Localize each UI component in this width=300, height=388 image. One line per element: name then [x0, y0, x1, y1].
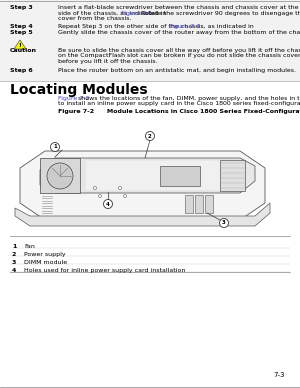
- Circle shape: [220, 218, 229, 227]
- Text: DIMM module: DIMM module: [24, 260, 67, 265]
- Text: Step 4: Step 4: [10, 24, 33, 29]
- Text: Figure 7-2: Figure 7-2: [58, 96, 89, 101]
- Polygon shape: [40, 158, 80, 193]
- Text: Gently slide the chassis cover of the router away from the bottom of the chassis: Gently slide the chassis cover of the ro…: [58, 30, 300, 35]
- Text: Place the router bottom on an antistatic mat, and begin installing modules.: Place the router bottom on an antistatic…: [58, 68, 296, 73]
- Text: !: !: [19, 43, 21, 48]
- Text: on the CompactFlash slot can be broken if you do not slide the chassis cover all: on the CompactFlash slot can be broken i…: [58, 54, 300, 59]
- Circle shape: [146, 132, 154, 140]
- Circle shape: [118, 187, 122, 189]
- Polygon shape: [40, 158, 255, 193]
- Circle shape: [103, 199, 112, 208]
- Polygon shape: [20, 151, 265, 220]
- Text: 3: 3: [12, 260, 16, 265]
- Text: 1: 1: [12, 244, 16, 249]
- Text: 7-3: 7-3: [274, 372, 285, 378]
- Text: Figure 7-1.: Figure 7-1.: [169, 24, 202, 29]
- Polygon shape: [15, 203, 270, 226]
- Text: cover from the chassis.: cover from the chassis.: [58, 16, 131, 21]
- Polygon shape: [14, 40, 26, 49]
- Text: Step 6: Step 6: [10, 68, 33, 73]
- Text: Power supply: Power supply: [24, 252, 66, 257]
- Text: Figure 7-2      Module Locations in Cisco 1800 Series Fixed-Configuration Router: Figure 7-2 Module Locations in Cisco 180…: [58, 109, 300, 114]
- Polygon shape: [195, 195, 203, 213]
- Text: Fan: Fan: [24, 244, 35, 249]
- Text: 4: 4: [12, 268, 16, 273]
- Text: Step 3: Step 3: [10, 5, 33, 10]
- Circle shape: [50, 142, 59, 151]
- Text: 1: 1: [53, 144, 57, 149]
- Text: Caution: Caution: [10, 48, 37, 53]
- Text: shows the locations of the fan, DIMM, power supply, and the holes in the system : shows the locations of the fan, DIMM, po…: [76, 96, 300, 101]
- Text: Repeat Step 3 on the other side of the chassis, as indicated in: Repeat Step 3 on the other side of the c…: [58, 24, 256, 29]
- Text: 2: 2: [12, 252, 16, 257]
- FancyBboxPatch shape: [0, 0, 300, 81]
- Circle shape: [94, 187, 97, 189]
- Circle shape: [98, 194, 101, 197]
- Circle shape: [124, 194, 127, 197]
- Polygon shape: [185, 195, 193, 213]
- Text: Be sure to slide the chassis cover all the way off before you lift it off the ch: Be sure to slide the chassis cover all t…: [58, 48, 300, 53]
- Text: to install an inline power supply card in the Cisco 1800 series fixed-configurat: to install an inline power supply card i…: [58, 102, 300, 106]
- Text: Step 5: Step 5: [10, 30, 33, 35]
- Polygon shape: [205, 195, 213, 213]
- Text: Insert a flat-blade screwdriver between the chassis and chassis cover at the scr: Insert a flat-blade screwdriver between …: [58, 5, 300, 10]
- Polygon shape: [85, 160, 238, 191]
- Text: 2: 2: [148, 133, 152, 139]
- Text: 4: 4: [106, 201, 110, 206]
- Text: before you lift it off the chassis.: before you lift it off the chassis.: [58, 59, 158, 64]
- Text: Locating Modules: Locating Modules: [10, 83, 148, 97]
- Text: Holes used for inline power supply card installation: Holes used for inline power supply card …: [24, 268, 185, 273]
- Text: side of the chassis, as indicated in: side of the chassis, as indicated in: [58, 10, 168, 16]
- Text: Figure 7-1.: Figure 7-1.: [121, 10, 154, 16]
- Polygon shape: [220, 160, 245, 191]
- Polygon shape: [160, 166, 200, 186]
- Circle shape: [47, 163, 73, 189]
- Text: 3: 3: [222, 220, 226, 225]
- Text: Rotate the screwdriver 90 degrees to disengage the chassis: Rotate the screwdriver 90 degrees to dis…: [139, 10, 300, 16]
